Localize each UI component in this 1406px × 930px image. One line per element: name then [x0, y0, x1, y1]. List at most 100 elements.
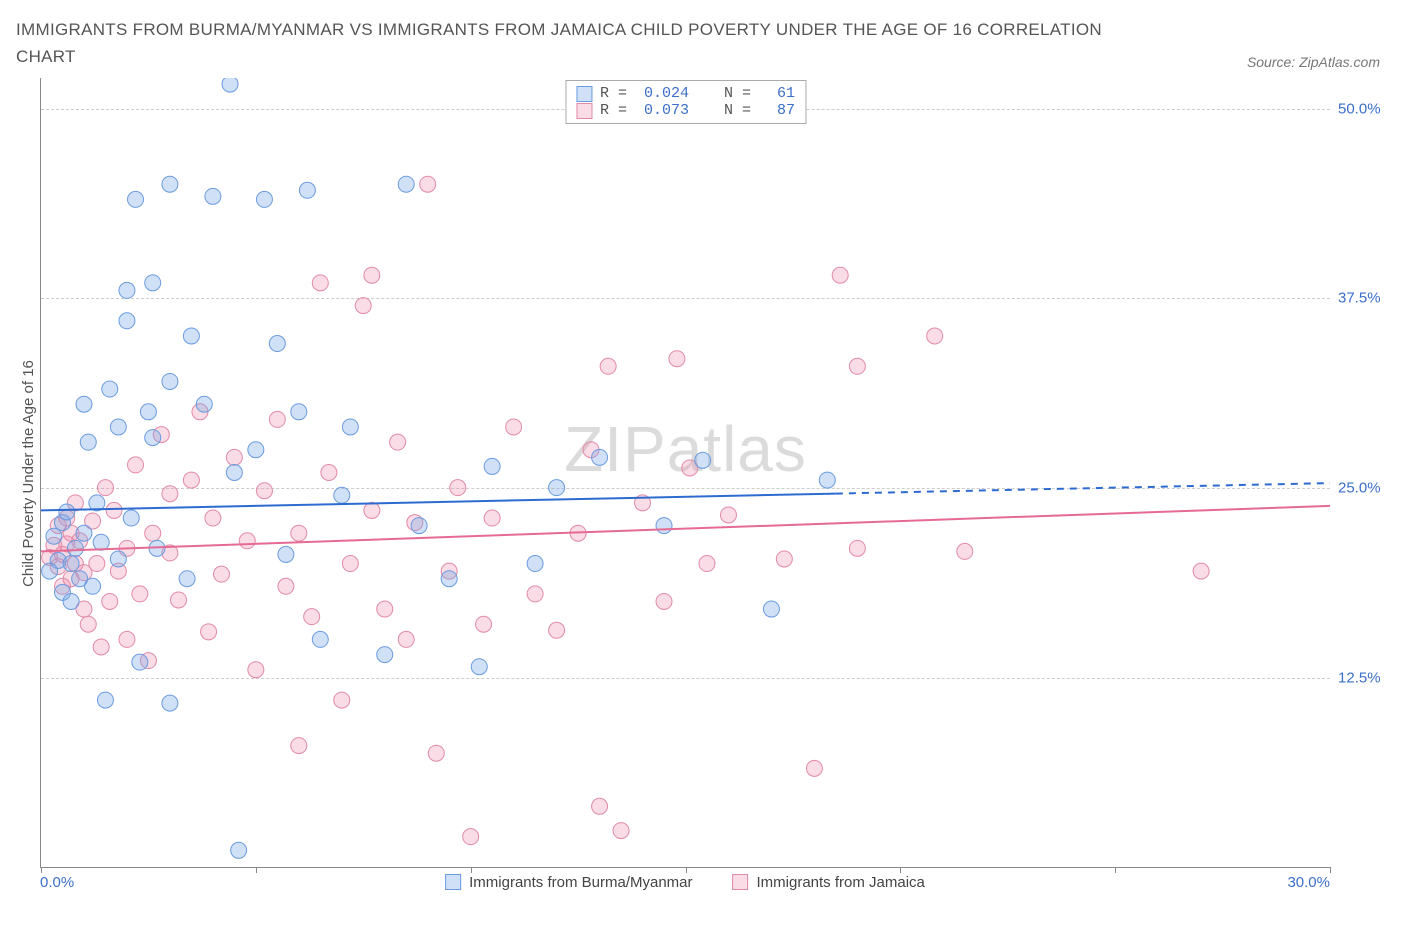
series-legend: Immigrants from Burma/Myanmar Immigrants …	[445, 874, 925, 891]
data-point	[695, 453, 711, 469]
data-point	[63, 556, 79, 572]
data-point	[1193, 564, 1209, 580]
data-point	[278, 579, 294, 595]
data-point	[76, 397, 92, 413]
data-point	[140, 404, 156, 420]
legend-label: Immigrants from Jamaica	[757, 874, 925, 891]
data-point	[201, 624, 217, 640]
data-point	[291, 526, 307, 542]
stats-legend-row: R = 0.024 N = 61	[576, 85, 795, 102]
data-point	[506, 419, 522, 435]
y-tick-label: 50.0%	[1338, 100, 1381, 117]
data-point	[776, 551, 792, 567]
data-point	[46, 529, 62, 545]
data-point	[342, 419, 358, 435]
data-point	[656, 518, 672, 534]
data-point	[476, 617, 492, 633]
x-axis-min-label: 0.0%	[40, 874, 74, 891]
data-point	[411, 518, 427, 534]
data-point	[304, 609, 320, 625]
data-point	[269, 412, 285, 428]
data-point	[76, 526, 92, 542]
data-point	[132, 586, 148, 602]
data-point	[441, 571, 457, 587]
data-point	[364, 268, 380, 284]
trend-line	[41, 506, 1330, 552]
legend-swatch	[576, 103, 592, 119]
chart-title: IMMIGRANTS FROM BURMA/MYANMAR VS IMMIGRA…	[16, 16, 1116, 70]
x-axis-row: 0.0% Immigrants from Burma/MyanmarImmigr…	[40, 868, 1330, 896]
data-point	[162, 696, 178, 712]
data-point	[819, 472, 835, 488]
data-point	[106, 503, 122, 519]
y-tick-label: 37.5%	[1338, 290, 1381, 307]
data-point	[256, 192, 272, 208]
data-point	[145, 526, 161, 542]
data-point	[183, 328, 199, 344]
data-point	[849, 541, 865, 557]
data-point	[291, 404, 307, 420]
data-point	[390, 435, 406, 451]
data-point	[549, 480, 565, 496]
data-point	[450, 480, 466, 496]
data-point	[527, 556, 543, 572]
data-point	[463, 829, 479, 845]
data-point	[128, 192, 144, 208]
data-point	[179, 571, 195, 587]
legend-label: Immigrants from Burma/Myanmar	[469, 874, 692, 891]
data-point	[334, 692, 350, 708]
title-row: IMMIGRANTS FROM BURMA/MYANMAR VS IMMIGRA…	[16, 16, 1390, 70]
legend-item: Immigrants from Jamaica	[733, 874, 925, 891]
data-point	[119, 313, 135, 329]
x-axis-max-label: 30.0%	[1287, 874, 1330, 891]
data-point	[89, 556, 105, 572]
data-point	[957, 544, 973, 560]
stats-legend: R = 0.024 N = 61R = 0.073 N = 87	[565, 80, 806, 124]
data-point	[269, 336, 285, 352]
data-point	[720, 507, 736, 523]
data-point	[806, 761, 822, 777]
data-point	[85, 579, 101, 595]
data-point	[110, 419, 126, 435]
data-point	[59, 504, 75, 520]
data-point	[196, 397, 212, 413]
plot-svg	[41, 78, 1330, 867]
legend-swatch	[445, 874, 461, 890]
data-point	[342, 556, 358, 572]
plot-area: R = 0.024 N = 61R = 0.073 N = 87 ZIPatla…	[40, 78, 1330, 868]
data-point	[162, 486, 178, 502]
data-point	[102, 381, 118, 397]
data-point	[484, 459, 500, 475]
legend-item: Immigrants from Burma/Myanmar	[445, 874, 692, 891]
trend-line-extrapolated	[836, 483, 1330, 493]
data-point	[321, 465, 337, 481]
data-point	[63, 594, 79, 610]
data-point	[123, 510, 139, 526]
data-point	[312, 632, 328, 648]
data-point	[669, 351, 685, 367]
data-point	[299, 183, 315, 199]
data-point	[763, 601, 779, 617]
data-point	[592, 799, 608, 815]
data-point	[428, 746, 444, 762]
data-point	[420, 177, 436, 193]
data-point	[239, 533, 255, 549]
correlation-chart: IMMIGRANTS FROM BURMA/MYANMAR VS IMMIGRA…	[16, 16, 1390, 914]
data-point	[162, 374, 178, 390]
y-tick-label: 25.0%	[1338, 480, 1381, 497]
stats-legend-row: R = 0.073 N = 87	[576, 102, 795, 119]
data-point	[119, 632, 135, 648]
legend-swatch	[733, 874, 749, 890]
data-point	[205, 510, 221, 526]
data-point	[205, 189, 221, 205]
data-point	[527, 586, 543, 602]
data-point	[334, 488, 350, 504]
data-point	[256, 483, 272, 499]
data-point	[291, 738, 307, 754]
data-point	[119, 283, 135, 299]
data-point	[699, 556, 715, 572]
data-point	[656, 594, 672, 610]
data-point	[183, 472, 199, 488]
data-point	[93, 639, 109, 655]
data-point	[849, 359, 865, 375]
